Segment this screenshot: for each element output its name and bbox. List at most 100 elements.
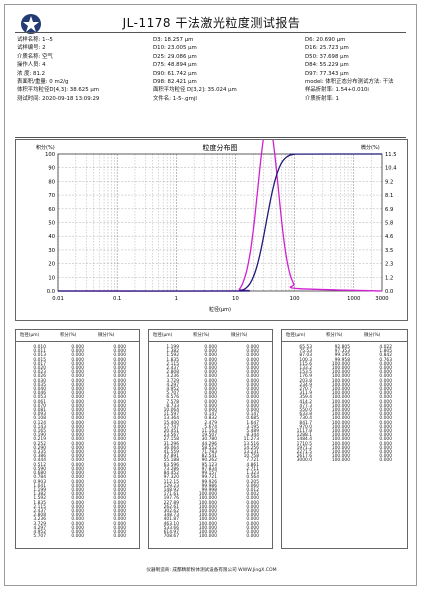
table-cell: 0.000 [204,374,217,380]
table-cell: 0.000 [246,508,259,514]
y-right-axis-label: 微分(%) [361,144,380,151]
report-page: JL-1178 干法激光粒度测试报告 试样名称: 1--5 试样编号: 2 介质… [4,4,417,586]
table-header: 粒径(μm) 积分(%) 微分(%) [282,332,407,340]
table-cell: 270.7 [299,387,312,393]
table-cell: 19.507 [201,433,217,439]
table-cell: 0.017 [33,361,46,367]
table-cell: 348.73 [163,513,179,519]
table-cell: 100.000 [331,382,350,388]
table-cell: 36.064 [163,445,179,451]
info-line: D16: 25.723 μm [305,45,349,52]
column-header: 粒径(μm) [20,333,40,338]
info-line: D97: 77.343 μm [305,70,349,77]
table-cell: 0.000 [113,508,126,514]
table-cell: 0.000 [71,445,84,451]
table-cell: 4.952 [166,387,179,393]
table-cell: 614.97 [163,529,179,535]
table-cell: 633.8 [299,412,312,418]
table-cell: 100.000 [331,387,350,393]
table-cell: 100.000 [198,517,217,523]
table-cell: 0.000 [113,349,126,355]
info-line: 文件名: 1-5-.gmjl [153,95,197,102]
table-cell: 0.000 [379,387,392,393]
table-cell: 100.000 [198,492,217,498]
table-cell: 0.124 [33,420,46,426]
table-cell: 0.685 [246,416,259,422]
table-cell: 0.081 [33,408,46,414]
table-cell: 3.236 [166,374,179,380]
column-header: 微分(%) [231,333,248,338]
info-line: D50: 37.698 μm [305,53,349,60]
table-cell: 0.000 [379,374,392,380]
table-cell: 0.000 [246,504,259,510]
table-cell: 0.000 [71,374,84,380]
table-cell: 0.000 [71,521,84,527]
table-cell: 0.000 [246,374,259,380]
table-cell: 2.115 [33,504,46,510]
table-cell: 0.000 [71,517,84,523]
table-cell: 100.000 [331,370,350,376]
table-header: 粒径(μm) 积分(%) 微分(%) [149,332,272,340]
table-cell: 0.000 [113,437,126,443]
table-cell: 0.000 [379,429,392,435]
table-cell: 0.000 [379,433,392,439]
table-cell: 1117.8 [296,429,312,435]
table-cell: 100.000 [331,424,350,430]
table-cell: 2617.6 [296,454,312,460]
table-cell: 100.000 [331,378,350,384]
table-cell: 0.000 [204,349,217,355]
table-header: 粒径(μm) 积分(%) 微分(%) [16,332,139,340]
table-cell: 0.000 [71,433,84,439]
table-cell: 0.093 [33,412,46,418]
table-cell: 90.262 [201,458,217,464]
table-cell: 0.165 [33,429,46,435]
table-cell: 1.835 [33,500,46,506]
table-cell: 0.000 [246,382,259,388]
data-table-2: 粒径(μm) 积分(%) 微分(%) 1.199 1.382 1.592 1.835 2.11… [148,329,273,549]
table-cell: 0.000 [113,479,126,485]
table-cell: 30.780 [201,437,217,443]
table-cell: 55.188 [163,458,179,464]
data-table-1: 粒径(μm) 积分(%) 微分(%) 0.010 0.011 0.013 0.015 0.01… [15,329,140,549]
info-line: 介质名称: 空气 [17,53,53,60]
table-cell: 234.9 [299,382,312,388]
table-cell: 0.000 [246,395,259,401]
table-cell: 0.000 [113,399,126,405]
table-cell: 13.364 [163,416,179,422]
table-cell: 5.707 [33,534,46,540]
table-cell: 0.015 [33,357,46,363]
table-cell: 0.000 [113,525,126,531]
info-line: 操作人员: 4 [17,62,46,69]
table-cell: 0.000 [204,366,217,372]
info-line: D84: 55.229 μm [305,62,349,69]
table-cell: 0.000 [379,378,392,384]
table-cell: 87.03 [299,353,312,359]
table-cell: 13.231 [243,450,259,456]
table-cell: 0.000 [71,382,84,388]
table-cell: 0.680 [33,471,46,477]
table-cell: 11.163 [201,429,217,435]
table-cell: 100.000 [331,437,350,443]
table-cell: 311.9 [299,391,312,397]
table-cell: 13.516 [243,441,259,447]
table-cell: 0.000 [379,366,392,372]
table-cell: 100.000 [198,513,217,519]
table-cell: 100.000 [331,441,350,447]
table-cell: 0.290 [33,445,46,451]
info-column-2: D3: 18.257 μm D10: 23.005 μm D25: 29.086… [153,36,237,103]
table-cell: 0.000 [71,500,84,506]
table-cell: 0.000 [379,437,392,443]
table-cell: 0.000 [246,378,259,384]
table-cell: 0.053 [33,395,46,401]
y-left-tick-label: 0.0 [47,289,55,295]
table-cell: 533.66 [163,525,179,531]
table-cell: 0.000 [246,357,259,363]
table-cell: 0.000 [379,445,392,451]
table-cell: 2.808 [33,513,46,519]
table-cell: 0.000 [71,525,84,531]
table-cell: 100.000 [331,403,350,409]
table-cell: 2271.5 [296,450,312,456]
table-cell: 0.040 [33,387,46,393]
table-cell: 100.000 [331,412,350,418]
table-cell: 0.147 [246,412,259,418]
